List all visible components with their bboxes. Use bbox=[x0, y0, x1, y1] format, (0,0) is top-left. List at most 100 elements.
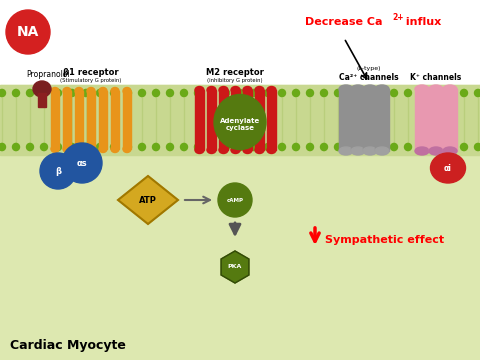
Text: M2 receptor: M2 receptor bbox=[206, 68, 264, 77]
Ellipse shape bbox=[167, 89, 173, 96]
Bar bbox=[429, 89, 443, 151]
Ellipse shape bbox=[96, 143, 104, 150]
Ellipse shape bbox=[207, 147, 216, 153]
Text: β: β bbox=[55, 166, 61, 176]
Ellipse shape bbox=[153, 89, 159, 96]
Text: Ca²⁺ channels: Ca²⁺ channels bbox=[339, 72, 399, 81]
Ellipse shape bbox=[391, 89, 397, 96]
Ellipse shape bbox=[460, 143, 468, 150]
Circle shape bbox=[6, 10, 50, 54]
Bar bbox=[87, 91, 95, 149]
Bar bbox=[75, 91, 83, 149]
Ellipse shape bbox=[26, 89, 34, 96]
Text: αi: αi bbox=[444, 163, 452, 172]
Text: β1 receptor: β1 receptor bbox=[63, 68, 119, 77]
Ellipse shape bbox=[214, 94, 266, 149]
Ellipse shape bbox=[153, 143, 159, 150]
Ellipse shape bbox=[12, 89, 20, 96]
Ellipse shape bbox=[96, 89, 104, 96]
Ellipse shape bbox=[443, 147, 457, 155]
Ellipse shape bbox=[208, 89, 216, 96]
Ellipse shape bbox=[55, 143, 61, 150]
Bar bbox=[219, 90, 228, 150]
Bar bbox=[0, 85, 480, 360]
Ellipse shape bbox=[33, 81, 51, 97]
Ellipse shape bbox=[339, 85, 353, 93]
Bar bbox=[363, 89, 377, 151]
Ellipse shape bbox=[110, 143, 118, 150]
Text: Adenylate
cyclase: Adenylate cyclase bbox=[220, 117, 260, 131]
Polygon shape bbox=[118, 176, 178, 224]
Bar bbox=[111, 91, 119, 149]
Ellipse shape bbox=[419, 143, 425, 150]
Circle shape bbox=[40, 153, 76, 189]
Text: ATP: ATP bbox=[139, 195, 157, 204]
Bar bbox=[443, 89, 457, 151]
Ellipse shape bbox=[335, 143, 341, 150]
Ellipse shape bbox=[219, 86, 228, 94]
Ellipse shape bbox=[139, 143, 145, 150]
Ellipse shape bbox=[362, 89, 370, 96]
Ellipse shape bbox=[348, 143, 356, 150]
Ellipse shape bbox=[180, 89, 188, 96]
Bar bbox=[339, 89, 353, 151]
Ellipse shape bbox=[255, 147, 264, 153]
Ellipse shape bbox=[335, 89, 341, 96]
Ellipse shape bbox=[219, 147, 228, 153]
Ellipse shape bbox=[63, 87, 71, 95]
Ellipse shape bbox=[231, 147, 240, 153]
Ellipse shape bbox=[405, 143, 411, 150]
Ellipse shape bbox=[99, 87, 107, 95]
Ellipse shape bbox=[391, 143, 397, 150]
Circle shape bbox=[62, 143, 102, 183]
Ellipse shape bbox=[446, 143, 454, 150]
Polygon shape bbox=[221, 251, 249, 283]
Ellipse shape bbox=[75, 87, 83, 95]
Bar bbox=[51, 91, 59, 149]
Ellipse shape bbox=[251, 89, 257, 96]
Ellipse shape bbox=[195, 86, 204, 94]
Text: Propranolol: Propranolol bbox=[26, 69, 70, 78]
Ellipse shape bbox=[264, 143, 272, 150]
Ellipse shape bbox=[69, 143, 75, 150]
Ellipse shape bbox=[376, 89, 384, 96]
Text: Cardiac Myocyte: Cardiac Myocyte bbox=[10, 338, 126, 351]
Text: (L-type): (L-type) bbox=[357, 66, 381, 71]
Text: αs: αs bbox=[77, 158, 87, 167]
Ellipse shape bbox=[237, 89, 243, 96]
Ellipse shape bbox=[446, 89, 454, 96]
Ellipse shape bbox=[419, 89, 425, 96]
Text: (inhibitory G protein): (inhibitory G protein) bbox=[207, 77, 263, 82]
Ellipse shape bbox=[243, 86, 252, 94]
Ellipse shape bbox=[69, 89, 75, 96]
Bar bbox=[243, 90, 252, 150]
Ellipse shape bbox=[55, 89, 61, 96]
Text: Sympathetic effect: Sympathetic effect bbox=[325, 235, 444, 245]
Ellipse shape bbox=[208, 143, 216, 150]
Bar bbox=[123, 91, 131, 149]
Text: PKA: PKA bbox=[228, 265, 242, 270]
Ellipse shape bbox=[443, 85, 457, 93]
Ellipse shape bbox=[167, 143, 173, 150]
Ellipse shape bbox=[51, 145, 59, 153]
Ellipse shape bbox=[405, 89, 411, 96]
Bar bbox=[0, 85, 480, 155]
Ellipse shape bbox=[362, 143, 370, 150]
Ellipse shape bbox=[194, 89, 202, 96]
Bar bbox=[255, 90, 264, 150]
Ellipse shape bbox=[99, 145, 107, 153]
Ellipse shape bbox=[110, 89, 118, 96]
Ellipse shape bbox=[0, 143, 5, 150]
Ellipse shape bbox=[180, 143, 188, 150]
Bar bbox=[375, 89, 389, 151]
Bar bbox=[195, 90, 204, 150]
Ellipse shape bbox=[51, 87, 59, 95]
Ellipse shape bbox=[40, 143, 48, 150]
Ellipse shape bbox=[375, 85, 389, 93]
Ellipse shape bbox=[460, 89, 468, 96]
Bar bbox=[267, 90, 276, 150]
Ellipse shape bbox=[415, 85, 429, 93]
Ellipse shape bbox=[75, 145, 83, 153]
Ellipse shape bbox=[195, 147, 204, 153]
Ellipse shape bbox=[255, 86, 264, 94]
